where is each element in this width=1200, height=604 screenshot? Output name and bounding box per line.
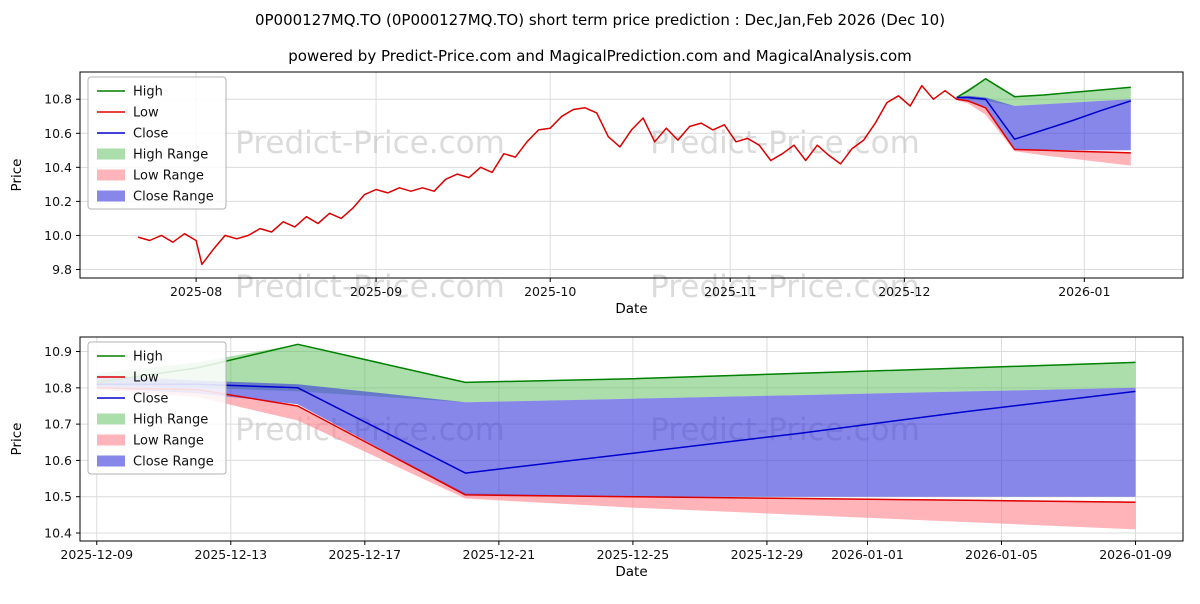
bottom-chart-svg: Predict-Price.comPredict-Price.com2025-1… — [9, 336, 1184, 580]
y-tick-label: 10.8 — [44, 92, 72, 107]
x-tick-label: 2025-12-13 — [194, 547, 267, 562]
x-tick-label: 2025-12 — [878, 284, 930, 299]
y-tick-label: 10.6 — [44, 126, 72, 141]
x-tick-label: 2025-12-29 — [731, 547, 804, 562]
plot-border — [79, 71, 1184, 279]
legend-label: Low Range — [133, 169, 204, 184]
legend-swatch-close-range — [97, 455, 125, 467]
legend-swatch-low-range — [97, 434, 125, 446]
legend-swatch-high-range — [97, 148, 125, 160]
legend-label: Close — [133, 127, 168, 142]
prediction-zoom-chart: Predict-Price.comPredict-Price.com2025-1… — [0, 330, 1200, 600]
legend: High Low Close High Range Low Range Close Ran… — [87, 341, 227, 475]
x-tick-label: 2026-01-05 — [965, 547, 1038, 562]
long-term-chart: Predict-Price.com Predict-Price.com Predic… — [0, 65, 1200, 330]
x-tick-label: 2025-09 — [350, 284, 402, 299]
watermark-text: Predict-Price.com — [235, 269, 505, 305]
y-tick-label: 10.4 — [44, 526, 72, 541]
band-low-range — [96, 387, 1136, 530]
x-tick-label: 2025-08 — [170, 284, 222, 299]
x-axis-label: Date — [615, 301, 647, 317]
x-tick-label: 2025-12-21 — [463, 547, 536, 562]
y-axis-label: Price — [9, 159, 25, 192]
legend-label: Close Range — [133, 455, 214, 470]
y-tick-label: 10.7 — [44, 417, 72, 432]
x-tick-label: 2025-10 — [524, 284, 576, 299]
y-tick-label: 10.2 — [44, 194, 72, 209]
legend-swatch-low-range — [97, 169, 125, 181]
y-tick-label: 10.4 — [44, 160, 72, 175]
band-high-range — [96, 344, 1136, 403]
band-close-range — [96, 375, 1136, 497]
y-tick-label: 10.5 — [44, 489, 72, 504]
legend-swatch-high-range — [97, 413, 125, 425]
legend-label: Low — [133, 106, 159, 121]
top-chart-svg: Predict-Price.com Predict-Price.com Predic… — [9, 71, 1184, 317]
legend-label: Low Range — [133, 434, 204, 449]
watermark-text: Predict-Price.com — [650, 269, 920, 305]
legend-label: Close Range — [133, 190, 214, 205]
x-tick-label: 2025-11 — [704, 284, 756, 299]
legend-label: Low — [133, 371, 159, 386]
line-high — [956, 78, 1131, 99]
x-tick-label: 2026-01-01 — [831, 547, 904, 562]
x-axis-label: Date — [615, 564, 647, 580]
legend-label: Close — [133, 392, 168, 407]
band-low-range — [956, 99, 1131, 166]
y-tick-label: 10.8 — [44, 380, 72, 395]
legend-label: High Range — [133, 413, 208, 428]
x-tick-label: 2026-01-09 — [1099, 547, 1172, 562]
legend-label: High Range — [133, 148, 208, 163]
y-tick-label: 10.0 — [44, 228, 72, 243]
line-low — [137, 84, 1131, 266]
band-close-range — [956, 95, 1131, 151]
y-tick-label: 10.9 — [44, 344, 72, 359]
chart-title: 0P000127MQ.TO (0P000127MQ.TO) short term… — [254, 11, 946, 29]
watermark-text: Predict-Price.com — [235, 125, 505, 161]
x-tick-label: 2025-12-17 — [328, 547, 401, 562]
y-tick-label: 9.8 — [52, 262, 72, 277]
x-tick-label: 2026-01 — [1058, 284, 1110, 299]
chart-subtitle: powered by Predict-Price.com and Magical… — [288, 47, 912, 65]
legend-swatch-close-range — [97, 190, 125, 202]
legend-label: High — [133, 350, 163, 365]
x-tick-label: 2025-12-25 — [597, 547, 670, 562]
watermark-text: Predict-Price.com — [650, 125, 920, 161]
band-high-range — [956, 78, 1131, 106]
legend-label: High — [133, 85, 163, 100]
x-tick-label: 2025-12-09 — [60, 547, 133, 562]
legend: High Low Close High Range Low Range Close Ran… — [87, 76, 227, 210]
y-axis-label: Price — [9, 423, 25, 456]
plot-border — [79, 336, 1184, 542]
y-tick-label: 10.6 — [44, 453, 72, 468]
line-close — [956, 96, 1132, 140]
